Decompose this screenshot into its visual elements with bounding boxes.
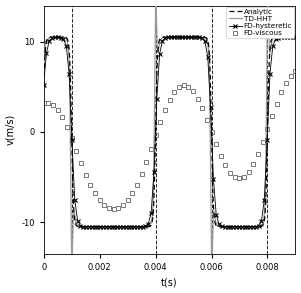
FD-viscous bbox=[102, 203, 106, 207]
TD-HHT bbox=[294, 35, 297, 39]
Analytic bbox=[294, 35, 297, 39]
Analytic bbox=[249, 225, 253, 229]
Line: FD-hysteretic: FD-hysteretic bbox=[42, 35, 297, 229]
FD-hysteretic bbox=[220, 224, 224, 228]
TD-HHT bbox=[88, 225, 91, 229]
Analytic bbox=[138, 225, 142, 229]
Line: FD-viscous: FD-viscous bbox=[41, 69, 298, 211]
TD-HHT bbox=[206, 41, 209, 45]
FD-viscous bbox=[88, 183, 92, 187]
FD-viscous bbox=[289, 74, 293, 78]
Analytic bbox=[88, 225, 91, 229]
FD-viscous bbox=[112, 207, 115, 210]
TD-HHT bbox=[266, 2, 270, 5]
Analytic bbox=[206, 38, 209, 41]
FD-viscous bbox=[42, 101, 45, 105]
FD-hysteretic bbox=[76, 219, 79, 222]
X-axis label: t(s): t(s) bbox=[161, 277, 178, 287]
Legend: Analytic, TD-HHT, FD-hysteretic, FD-viscous: Analytic, TD-HHT, FD-hysteretic, FD-visc… bbox=[226, 7, 294, 38]
FD-hysteretic bbox=[254, 225, 258, 228]
TD-HHT bbox=[230, 225, 233, 229]
FD-hysteretic bbox=[260, 219, 263, 222]
Analytic bbox=[230, 225, 233, 229]
TD-HHT bbox=[70, 259, 74, 262]
FD-hysteretic bbox=[42, 83, 45, 86]
FD-hysteretic bbox=[121, 225, 125, 229]
TD-HHT bbox=[193, 35, 197, 39]
TD-HHT bbox=[138, 225, 142, 229]
Line: Analytic: Analytic bbox=[44, 37, 296, 227]
Analytic bbox=[42, 83, 45, 86]
FD-viscous bbox=[70, 137, 73, 140]
TD-HHT bbox=[42, 79, 45, 83]
FD-viscous bbox=[140, 173, 143, 176]
FD-hysteretic bbox=[285, 35, 289, 39]
FD-viscous bbox=[294, 69, 297, 73]
Analytic bbox=[104, 225, 108, 229]
FD-hysteretic bbox=[113, 225, 116, 229]
FD-viscous bbox=[270, 114, 274, 118]
TD-HHT bbox=[249, 225, 253, 229]
Analytic bbox=[193, 35, 197, 39]
Line: TD-HHT: TD-HHT bbox=[44, 4, 296, 260]
FD-hysteretic bbox=[294, 35, 297, 39]
Y-axis label: v(m/s): v(m/s) bbox=[5, 114, 16, 145]
